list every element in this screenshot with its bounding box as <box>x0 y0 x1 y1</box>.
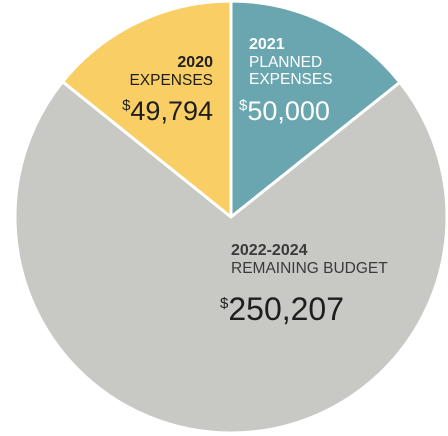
slice-value-2022-2024-amount: 250,207 <box>228 291 344 327</box>
slice-value-2021-currency: $ <box>239 97 248 114</box>
label-group-2020-expenses: 2020 EXPENSES $49,794 <box>122 54 213 126</box>
slice-label-2020-year: 2020 <box>177 54 213 71</box>
pie-slice-planned <box>229 0 402 219</box>
slice-label-2021-line-1: PLANNED <box>249 54 322 71</box>
slice-label-2022-2024-line: REMAINING BUDGET <box>231 260 388 277</box>
slice-value-2021-amount: 50,000 <box>247 96 330 126</box>
slice-label-2020-line: EXPENSES <box>129 72 213 89</box>
label-group-2021-planned: 2021 PLANNED EXPENSES $50,000 <box>239 36 333 126</box>
label-group-2022-2024-remaining: 2022-2024 REMAINING BUDGET $250,207 <box>220 242 388 327</box>
pie-slice-expenses <box>61 0 233 219</box>
slice-value-2020-amount: 49,794 <box>130 96 213 126</box>
pie-slice-remaining <box>13 80 448 435</box>
slice-value-2022-2024: $250,207 <box>220 291 344 327</box>
pie-slices <box>13 0 448 435</box>
slice-value-2020-currency: $ <box>122 97 131 114</box>
slice-value-2020: $49,794 <box>122 96 213 126</box>
slice-label-2021-year: 2021 <box>249 36 285 53</box>
slice-label-2022-2024-year: 2022-2024 <box>231 242 308 259</box>
slice-value-2022-2024-currency: $ <box>220 295 229 312</box>
slice-value-2021: $50,000 <box>239 96 330 126</box>
slice-label-2021-line-2: EXPENSES <box>249 71 333 88</box>
